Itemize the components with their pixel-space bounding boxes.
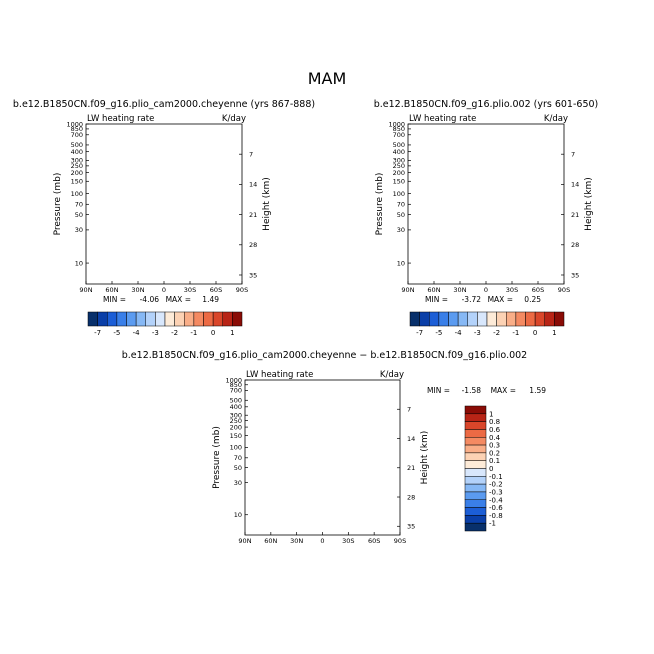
- panel-reference: b.e12.B1850CN.f09_g16.plio.002 (yrs 601-…: [374, 99, 599, 304]
- y-tick-label: 850: [71, 125, 83, 133]
- x-tick-label: 90S: [236, 286, 248, 294]
- x-tick-label: 90N: [401, 286, 414, 294]
- x-tick-label: 0: [162, 286, 166, 294]
- y2-tick-label: 21: [571, 211, 579, 219]
- y2-axis-title: Height (km): [262, 177, 272, 231]
- x-tick-label: 0: [484, 286, 488, 294]
- min-value: -4.06: [140, 295, 160, 304]
- y-tick-label: 200: [393, 169, 405, 177]
- y-tick-label: 250: [393, 162, 405, 170]
- y-tick-label: 250: [71, 162, 83, 170]
- y-tick-label: 1000: [66, 120, 83, 128]
- max-value: 0.25: [524, 295, 541, 304]
- right-label: K/day: [544, 114, 568, 124]
- right-label: K/day: [222, 114, 246, 124]
- panel-control: b.e12.B1850CN.f09_g16.plio_cam2000.cheye…: [13, 99, 315, 304]
- y-tick-label: 700: [71, 131, 83, 139]
- y2-tick-label: 28: [571, 241, 579, 249]
- y2-tick-label: 14: [571, 181, 579, 189]
- min-value: -3.72: [462, 295, 482, 304]
- x-tick-label: 90S: [558, 286, 570, 294]
- y-tick-label: 50: [397, 211, 405, 219]
- panel-difference: b.e12.B1850CN.f09_g16.plio_cam2000.cheye…: [122, 350, 546, 545]
- y-tick-label: 150: [393, 178, 405, 186]
- y-tick-label: 50: [75, 211, 83, 219]
- y-tick-label: 300: [71, 157, 83, 165]
- plot-frame: [407, 123, 565, 285]
- y2-tick-label: 7: [571, 150, 575, 158]
- x-tick-label: 60N: [105, 286, 118, 294]
- y2-tick-label: 7: [249, 150, 253, 158]
- plot-frame: [85, 123, 243, 285]
- y-tick-label: 400: [393, 148, 405, 156]
- y-tick-label: 70: [397, 201, 405, 209]
- x-tick-label: 60S: [532, 286, 544, 294]
- y-tick-label: 100: [71, 190, 83, 198]
- y-tick-label: 500: [393, 141, 405, 149]
- max-label: MAX =: [488, 295, 513, 304]
- y-tick-label: 400: [71, 148, 83, 156]
- max-value: 1.49: [202, 295, 219, 304]
- x-tick-label: 30N: [131, 286, 144, 294]
- y-tick-label: 200: [71, 169, 83, 177]
- y2-tick-label: 21: [249, 211, 257, 219]
- y-tick-label: 10: [397, 259, 405, 267]
- y2-axis-title: Height (km): [584, 177, 594, 231]
- left-label: LW heating rate: [409, 114, 476, 124]
- max-label: MAX =: [166, 295, 191, 304]
- y2-tick-label: 35: [571, 271, 579, 279]
- y-tick-label: 10: [75, 259, 83, 267]
- y-tick-label: 150: [71, 178, 83, 186]
- y-tick-label: 30: [397, 226, 405, 234]
- min-label: MIN =: [425, 295, 448, 304]
- y-axis-title: Pressure (mb): [375, 173, 385, 236]
- min-label: MIN =: [103, 295, 126, 304]
- x-tick-label: 60N: [427, 286, 440, 294]
- panel-title: b.e12.B1850CN.f09_g16.plio.002 (yrs 601-…: [374, 99, 599, 110]
- x-tick-label: 90N: [79, 286, 92, 294]
- x-tick-label: 30S: [506, 286, 518, 294]
- x-tick-label: 30S: [184, 286, 196, 294]
- x-tick-label: 60S: [210, 286, 222, 294]
- y-tick-label: 100: [393, 190, 405, 198]
- y-tick-label: 1000: [388, 120, 405, 128]
- y-tick-label: 700: [393, 131, 405, 139]
- page-title: MAM: [308, 69, 347, 88]
- y-axis-title: Pressure (mb): [53, 173, 63, 236]
- y2-tick-label: 28: [249, 241, 257, 249]
- y-tick-label: 850: [393, 125, 405, 133]
- left-label: LW heating rate: [87, 114, 154, 124]
- x-tick-label: 30N: [453, 286, 466, 294]
- y-tick-label: 30: [75, 226, 83, 234]
- panel-title: b.e12.B1850CN.f09_g16.plio_cam2000.cheye…: [13, 99, 315, 110]
- y-tick-label: 300: [393, 157, 405, 165]
- y-tick-label: 70: [75, 201, 83, 209]
- y2-tick-label: 14: [249, 181, 257, 189]
- y2-tick-label: 35: [249, 271, 257, 279]
- y-tick-label: 500: [71, 141, 83, 149]
